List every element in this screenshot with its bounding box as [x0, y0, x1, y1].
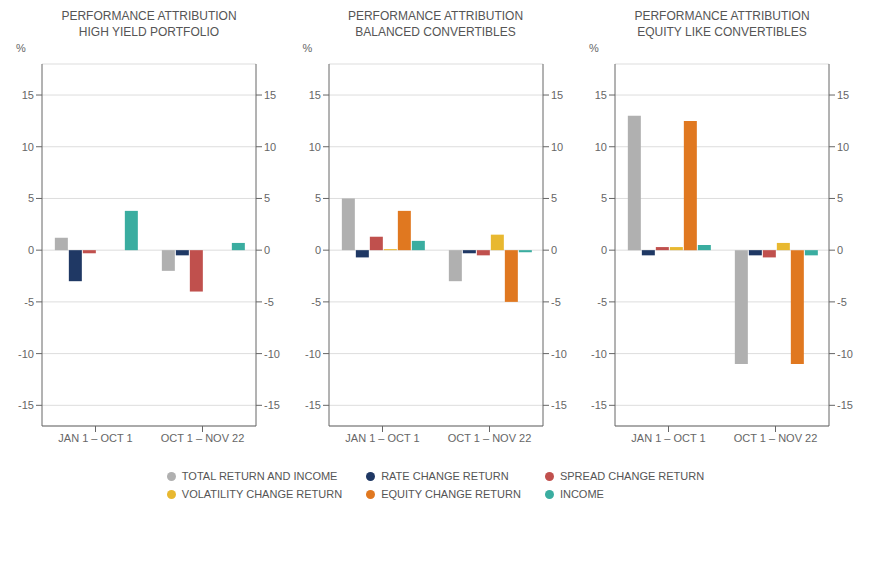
svg-text:5: 5: [28, 192, 34, 204]
svg-text:-5: -5: [551, 296, 561, 308]
svg-text:5: 5: [264, 192, 270, 204]
svg-text:-10: -10: [837, 348, 853, 360]
html-text:EQUITY CHANGE RETURN: EQUITY CHANGE RETURN: [381, 488, 521, 500]
svg-text:10: 10: [551, 141, 563, 153]
html-text:PERFORMANCE ATTRIBUTION HIGH Y: PERFORMANCE ATTRIBUTION HIGH YIELD PORTF…: [61, 9, 237, 39]
svg-text:-10: -10: [264, 348, 280, 360]
svg-text:-15: -15: [837, 399, 853, 411]
svg-text:10: 10: [264, 141, 276, 153]
svg-text:-10: -10: [591, 348, 607, 360]
html-text:PERFORMANCE ATTRIBUTION EQUITY: PERFORMANCE ATTRIBUTION EQUITY LIKE CONV…: [634, 9, 810, 39]
svg-text:-5: -5: [264, 296, 274, 308]
svg-text:0: 0: [264, 244, 270, 256]
svg-text:-15: -15: [264, 399, 280, 411]
svg-text:-15: -15: [18, 399, 34, 411]
svg-text:15: 15: [22, 89, 34, 101]
html-text:TOTAL RETURN AND INCOME: TOTAL RETURN AND INCOME: [181, 470, 338, 482]
svg-text:5: 5: [837, 192, 843, 204]
svg-text:15: 15: [264, 89, 276, 101]
svg-text:10: 10: [308, 141, 320, 153]
html-text:VOLATILITY CHANGE RETURN: VOLATILITY CHANGE RETURN: [181, 488, 343, 500]
svg-text:JAN 1 – OCT 1: JAN 1 – OCT 1: [631, 432, 705, 444]
svg-text:JAN 1 – OCT 1: JAN 1 – OCT 1: [345, 432, 419, 444]
svg-text:-15: -15: [591, 399, 607, 411]
svg-text:0: 0: [551, 244, 557, 256]
svg-text:0: 0: [601, 244, 607, 256]
svg-text:OCT 1 – NOV 22: OCT 1 – NOV 22: [734, 432, 818, 444]
svg-text:-10: -10: [18, 348, 34, 360]
svg-text:OCT 1 – NOV 22: OCT 1 – NOV 22: [161, 432, 245, 444]
svg-text:-5: -5: [837, 296, 847, 308]
html-text:SPREAD CHANGE RETURN: SPREAD CHANGE RETURN: [559, 470, 705, 482]
svg-text:5: 5: [551, 192, 557, 204]
svg-text:0: 0: [28, 244, 34, 256]
svg-text:15: 15: [551, 89, 563, 101]
svg-text:15: 15: [837, 89, 849, 101]
svg-text:10: 10: [837, 141, 849, 153]
html-text:PERFORMANCE ATTRIBUTION BALANC: PERFORMANCE ATTRIBUTION BALANCED CONVERT…: [347, 9, 524, 39]
svg-text:-5: -5: [24, 296, 34, 308]
svg-text:-15: -15: [551, 399, 567, 411]
svg-text:0: 0: [314, 244, 320, 256]
svg-text:5: 5: [314, 192, 320, 204]
svg-text:-10: -10: [305, 348, 321, 360]
svg-text:JAN 1 – OCT 1: JAN 1 – OCT 1: [58, 432, 132, 444]
svg-text:-5: -5: [597, 296, 607, 308]
svg-text:10: 10: [595, 141, 607, 153]
svg-text:OCT 1 – NOV 22: OCT 1 – NOV 22: [447, 432, 531, 444]
svg-text:-15: -15: [305, 399, 321, 411]
html-text:RATE CHANGE RETURN: RATE CHANGE RETURN: [381, 470, 509, 482]
svg-text:15: 15: [595, 89, 607, 101]
svg-text:-5: -5: [311, 296, 321, 308]
svg-text:15: 15: [308, 89, 320, 101]
svg-text:10: 10: [22, 141, 34, 153]
svg-text:0: 0: [837, 244, 843, 256]
html-text:INCOME: INCOME: [559, 488, 604, 500]
svg-text:-10: -10: [551, 348, 567, 360]
svg-text:5: 5: [601, 192, 607, 204]
